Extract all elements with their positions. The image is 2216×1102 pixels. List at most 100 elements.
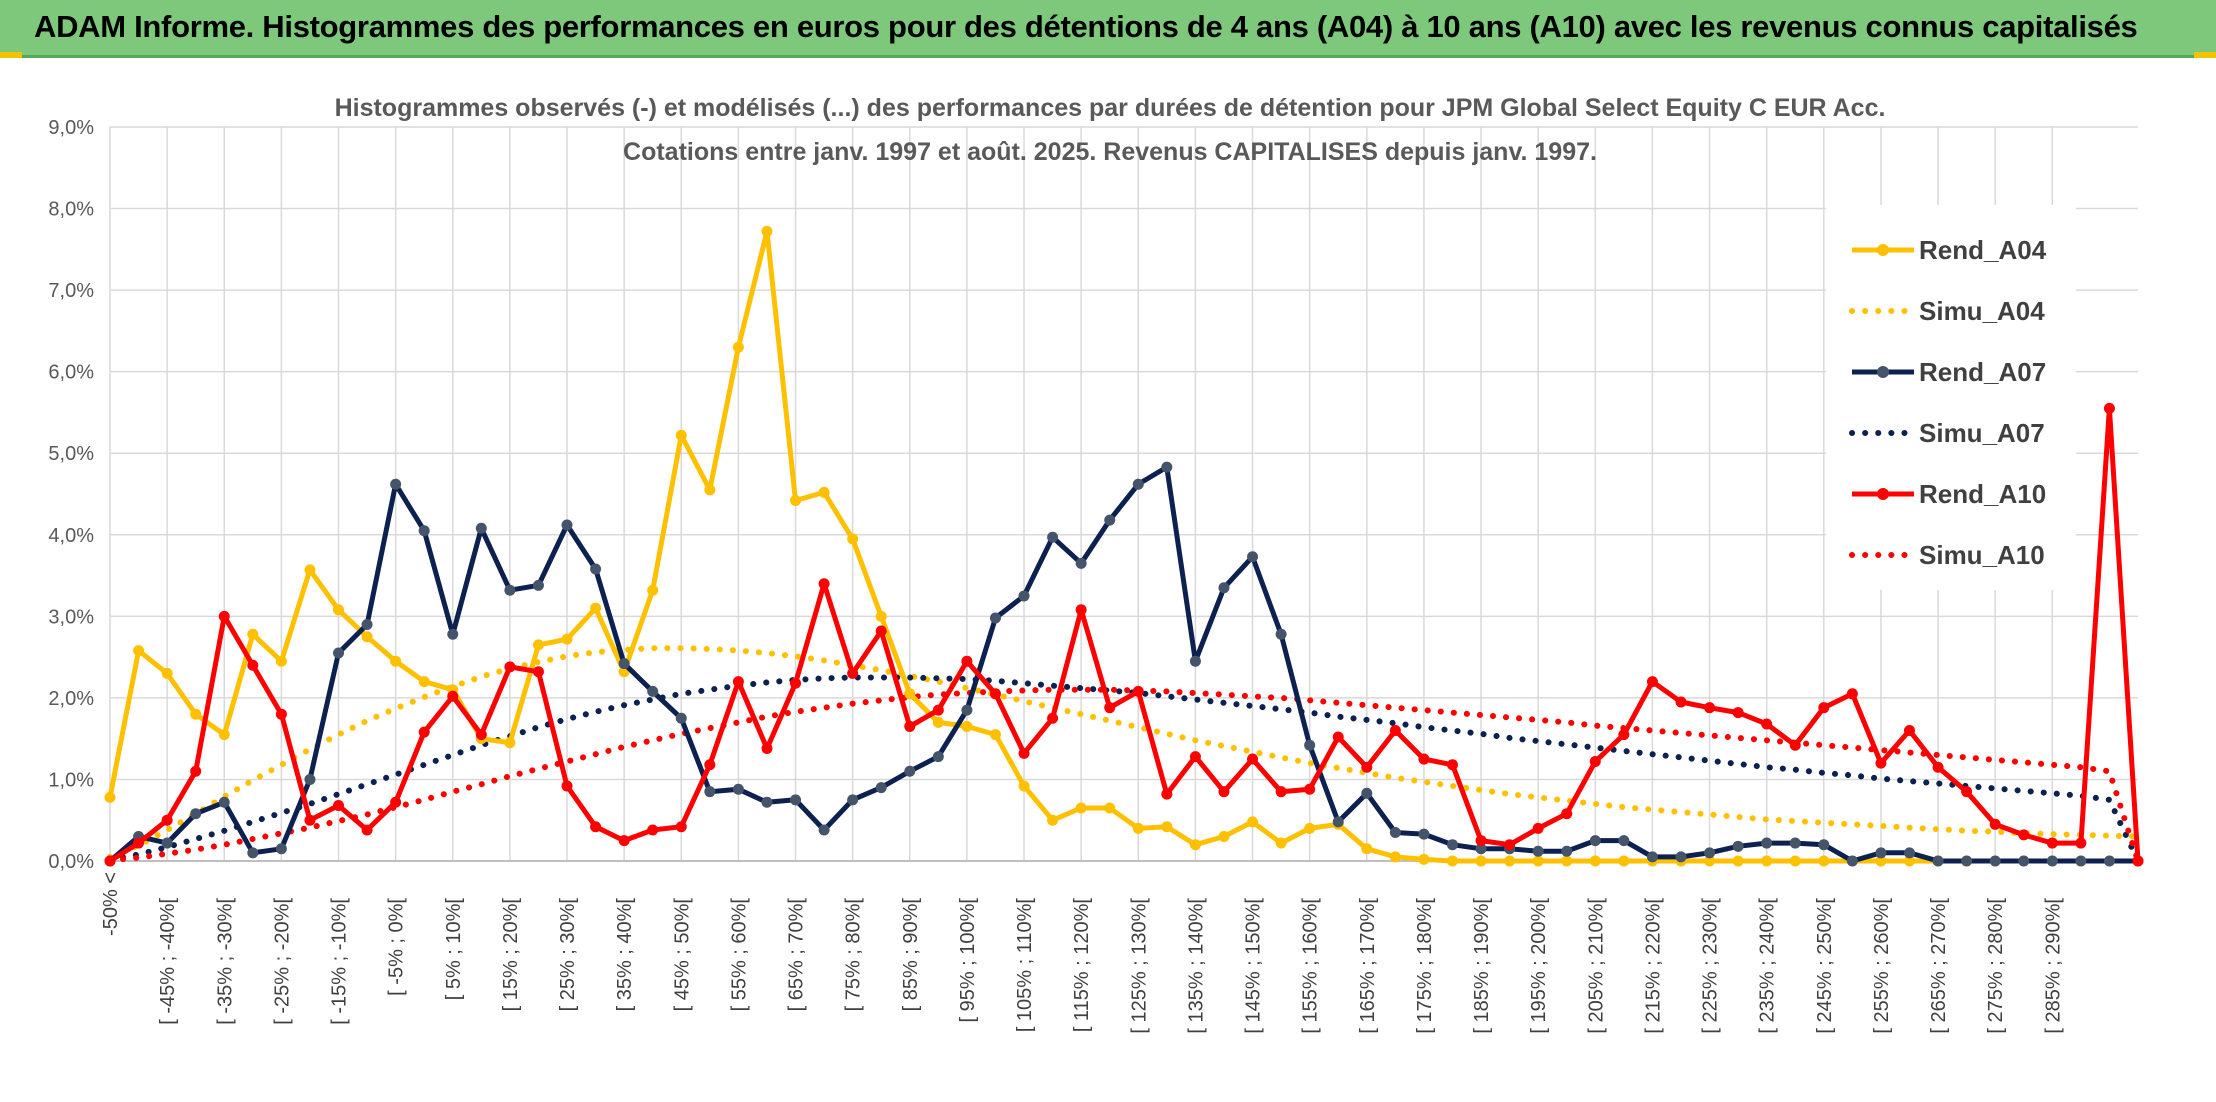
data-point-Rend_A07 (761, 796, 773, 808)
x-tick-label: [ 225% ; 230%[ (1700, 898, 1722, 1034)
data-point-Rend_A07 (1875, 847, 1887, 859)
data-point-Rend_A10 (1275, 786, 1287, 798)
data-point-Rend_A07 (704, 786, 716, 798)
y-tick-label: 6,0% (48, 362, 94, 384)
data-point-Rend_A04 (190, 708, 202, 720)
x-tick-label: [ 105% ; 110%[ (1014, 898, 1036, 1033)
data-point-Rend_A10 (732, 676, 744, 688)
data-point-Rend_A04 (1532, 855, 1544, 867)
data-point-Rend_A04 (1618, 855, 1630, 867)
corner-accent-right (2194, 52, 2216, 58)
data-point-Rend_A10 (1361, 761, 1373, 773)
data-point-Rend_A10 (704, 759, 716, 771)
data-point-Rend_A10 (1675, 696, 1687, 708)
x-tick-label: [ -15% ; -10%[ (329, 898, 351, 1025)
data-point-Rend_A04 (1589, 855, 1601, 867)
y-tick-label: 5,0% (48, 443, 94, 465)
data-point-Rend_A10 (1789, 739, 1801, 751)
data-point-Rend_A10 (1561, 808, 1573, 820)
data-point-Rend_A07 (561, 519, 573, 531)
y-tick-label: 9,0% (48, 117, 94, 139)
legend-label-Simu_A04: Simu_A04 (1919, 296, 2045, 326)
legend-label-Simu_A07: Simu_A07 (1919, 418, 2045, 448)
x-tick-label: [ -35% ; -30%[ (214, 898, 236, 1025)
data-point-Rend_A10 (961, 655, 973, 667)
data-point-Rend_A10 (2103, 402, 2115, 414)
data-point-Rend_A10 (904, 720, 916, 732)
data-point-Rend_A04 (1247, 816, 1259, 828)
x-tick-label: [ 215% ; 220%[ (1642, 898, 1664, 1034)
data-point-Rend_A04 (1389, 851, 1401, 863)
data-point-Rend_A10 (2132, 855, 2144, 867)
data-point-Rend_A07 (1189, 655, 1201, 667)
data-point-Rend_A10 (532, 666, 544, 678)
data-point-Rend_A10 (161, 814, 173, 826)
data-point-Rend_A10 (133, 837, 145, 849)
data-point-Rend_A10 (1532, 822, 1544, 834)
data-point-Rend_A10 (1132, 685, 1144, 697)
data-point-Rend_A07 (1104, 514, 1116, 526)
data-point-Rend_A10 (590, 821, 602, 833)
data-point-Rend_A07 (1589, 835, 1601, 847)
data-point-Rend_A10 (218, 610, 230, 622)
data-point-Rend_A07 (275, 843, 287, 855)
x-tick-label: [ -5% ; 0%[ (386, 898, 408, 996)
data-point-Rend_A10 (1218, 786, 1230, 798)
data-point-Rend_A04 (1875, 855, 1887, 867)
data-point-Rend_A04 (818, 486, 830, 498)
data-point-Rend_A10 (1875, 757, 1887, 769)
data-point-Rend_A07 (590, 563, 602, 575)
data-point-Rend_A04 (104, 791, 116, 803)
y-tick-label: 3,0% (48, 606, 94, 628)
data-point-Rend_A10 (561, 780, 573, 792)
x-tick-label: [ 195% ; 200%[ (1528, 898, 1550, 1034)
data-point-Rend_A07 (1618, 835, 1630, 847)
data-point-Rend_A10 (304, 814, 316, 826)
data-point-Rend_A04 (1189, 839, 1201, 851)
x-tick-label: [ 115% ; 120%[ (1071, 898, 1093, 1033)
legend-background (1826, 205, 2076, 590)
x-tick-label: [ 135% ; 140%[ (1185, 898, 1207, 1034)
x-tick-label: [ 235% ; 240%[ (1757, 898, 1779, 1034)
x-tick-label: [ 275% ; 280%[ (1985, 898, 2007, 1034)
report-title: ADAM Informe. Histogrammes des performan… (34, 9, 2138, 44)
data-point-Rend_A04 (504, 737, 516, 749)
data-point-Rend_A10 (390, 796, 402, 808)
data-point-Rend_A07 (532, 579, 544, 591)
data-point-Rend_A10 (1903, 725, 1915, 737)
data-point-Rend_A07 (1018, 590, 1030, 602)
data-point-Rend_A04 (304, 564, 316, 576)
data-point-Rend_A07 (1761, 837, 1773, 849)
x-tick-label: [ 45% ; 50%[ (671, 898, 693, 1012)
x-tick-label: [ 125% ; 130%[ (1128, 898, 1150, 1034)
data-point-Rend_A10 (1104, 702, 1116, 714)
y-tick-label: 1,0% (48, 769, 94, 791)
legend-label-Rend_A04: Rend_A04 (1919, 235, 2047, 265)
x-tick-label: [ 55% ; 60%[ (728, 898, 750, 1012)
data-point-Rend_A04 (1761, 855, 1773, 867)
y-tick-label: 8,0% (48, 199, 94, 221)
data-point-Rend_A10 (1389, 725, 1401, 737)
data-point-Rend_A04 (932, 716, 944, 728)
data-point-Rend_A10 (761, 742, 773, 754)
data-point-Rend_A10 (1989, 818, 2001, 830)
data-point-Rend_A10 (1304, 783, 1316, 795)
data-point-Rend_A07 (1818, 839, 1830, 851)
data-point-Rend_A04 (1903, 855, 1915, 867)
legend-marker-Rend_A04 (1877, 244, 1889, 256)
data-point-Rend_A07 (1218, 582, 1230, 594)
x-tick-label: [ 35% ; 40%[ (614, 898, 636, 1012)
data-point-Rend_A04 (961, 720, 973, 732)
x-tick-label: [ 245% ; 250%[ (1814, 898, 1836, 1034)
data-point-Rend_A10 (675, 821, 687, 833)
data-point-Rend_A04 (761, 225, 773, 237)
data-point-Rend_A07 (847, 794, 859, 806)
data-point-Rend_A10 (1961, 786, 1973, 798)
data-point-Rend_A10 (475, 729, 487, 741)
data-point-Rend_A07 (2075, 855, 2087, 867)
data-point-Rend_A07 (790, 794, 802, 806)
chart-series (104, 225, 2144, 867)
legend-marker-Rend_A10 (1877, 488, 1889, 500)
data-point-Rend_A10 (1732, 707, 1744, 719)
data-point-Rend_A07 (1903, 847, 1915, 859)
